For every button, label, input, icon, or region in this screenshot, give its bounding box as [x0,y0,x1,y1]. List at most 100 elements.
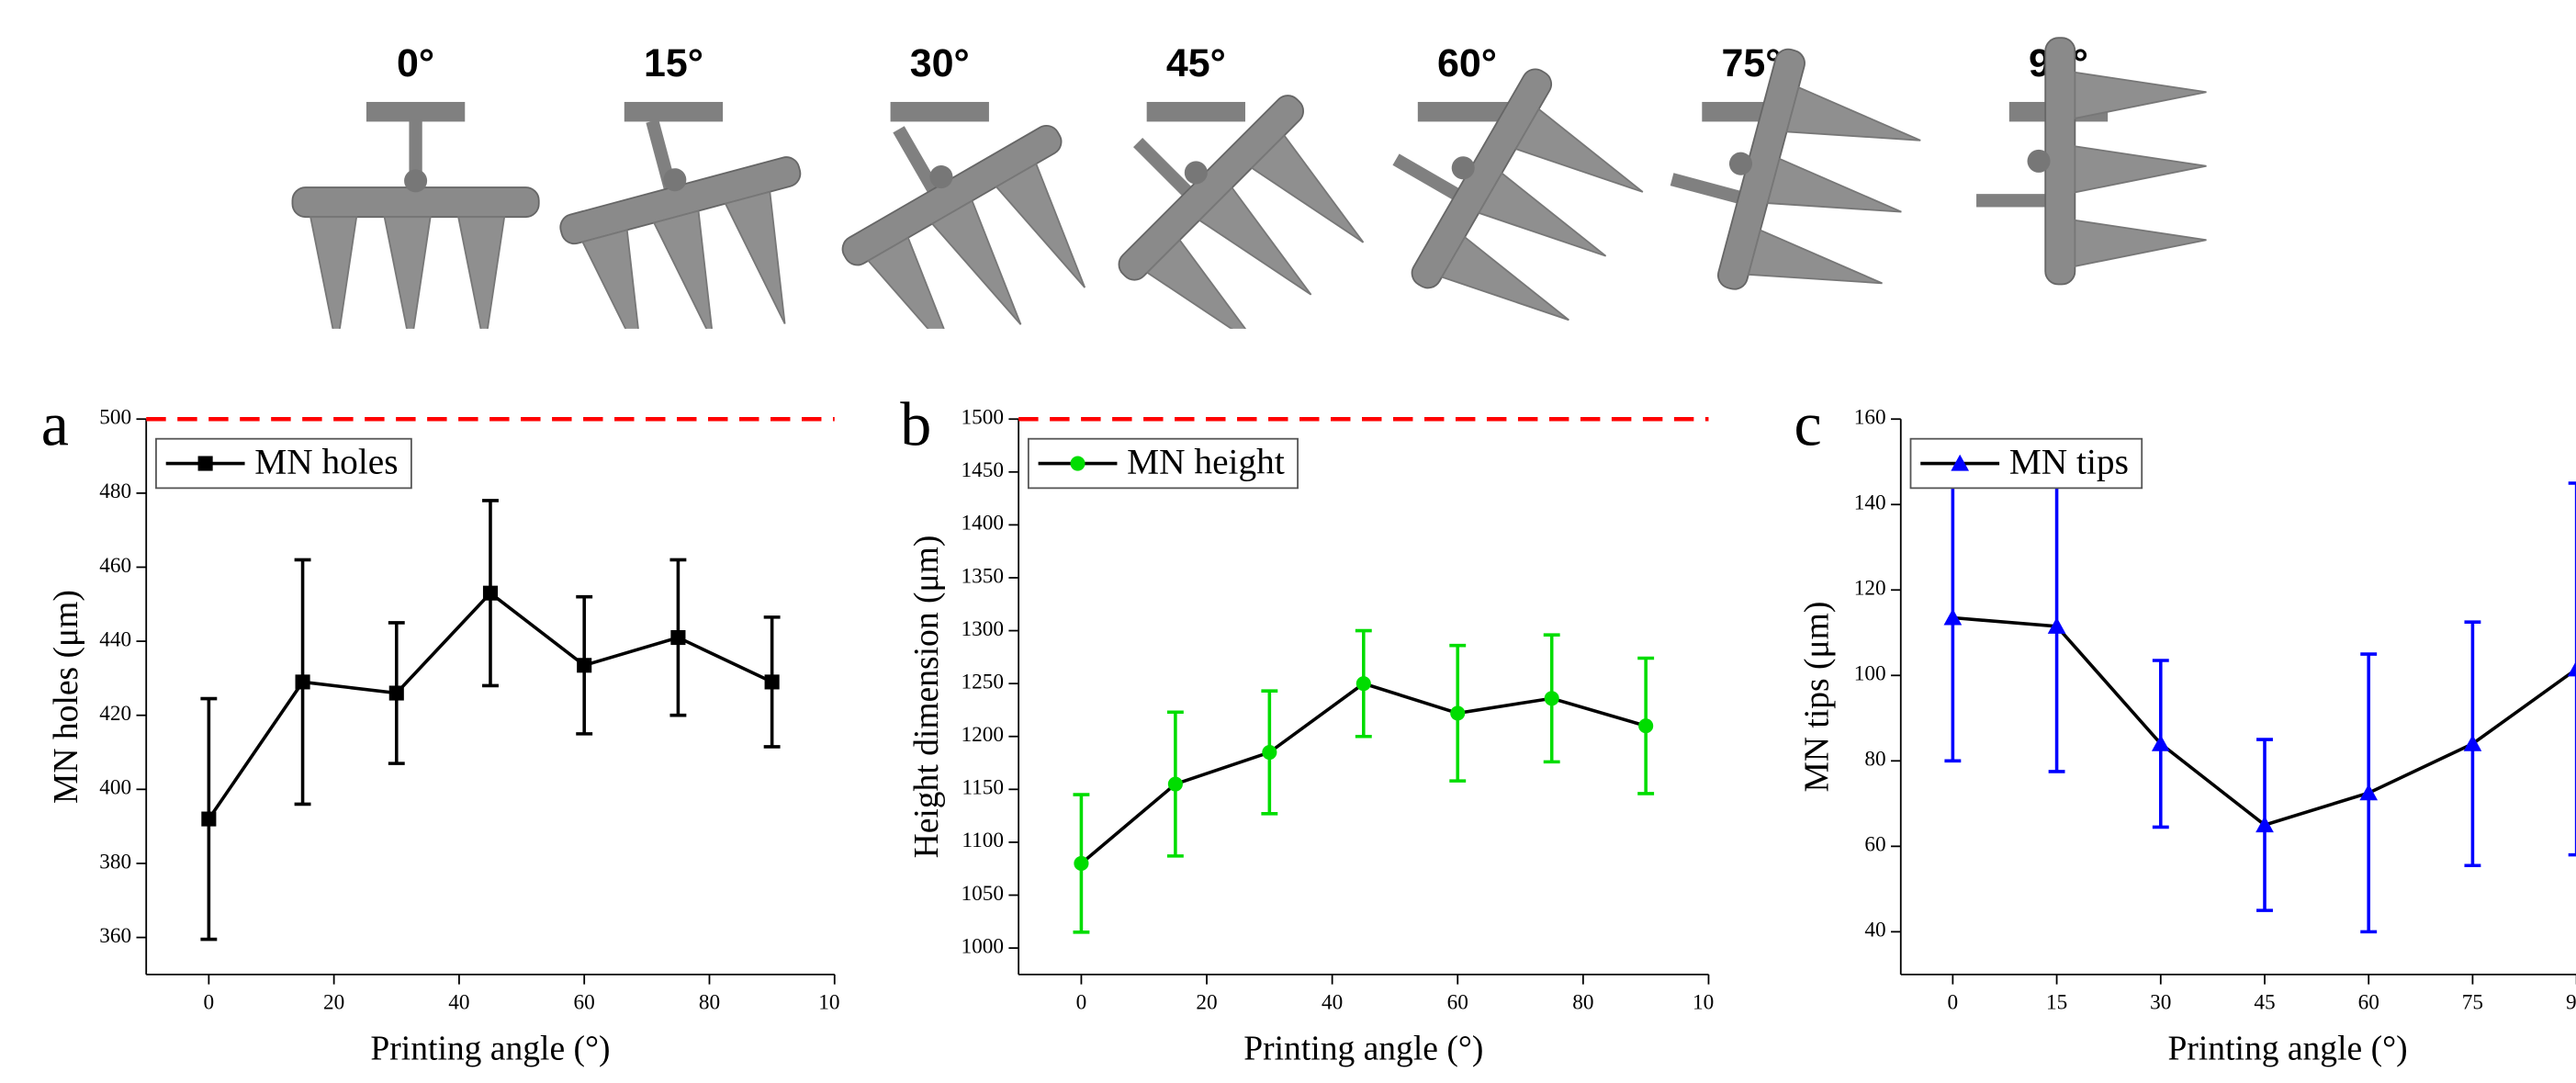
y-tick-label: 480 [99,479,131,503]
y-tick-label: 1100 [962,829,1004,852]
printer-head [291,118,540,329]
mount [1146,101,1245,122]
y-tick-label: 500 [99,406,131,430]
y-tick-label: 420 [99,702,131,726]
needle [309,216,358,329]
x-tick-label: 100 [818,990,850,1014]
marker [2255,816,2274,833]
y-tick-label: 1050 [962,882,1005,906]
marker [2463,734,2482,751]
printer-head [1392,68,1644,322]
panel-label: a [41,389,69,458]
y-tick-label: 100 [1854,662,1886,686]
joint [1451,156,1475,180]
x-tick-label: 80 [1572,990,1593,1014]
needle-array [559,156,802,329]
stem [1392,153,1462,202]
angle-label: 30° [910,41,970,85]
needle-array [291,169,540,329]
mount [624,101,724,122]
needle-array [1118,95,1365,329]
joint [1728,152,1753,175]
panel: c 40 60 80 100 120 140 160 0 15 30 45 60 75 90 Printing… [1794,389,2576,1068]
needle [930,199,1022,325]
joint [404,169,428,193]
marker [1544,691,1559,706]
marker [388,685,404,701]
x-tick-label: 40 [1322,990,1343,1014]
legend-label: MN tips [2009,441,2129,481]
y-tick-label: 1200 [962,723,1005,747]
marker [670,630,686,646]
x-tick-label: 40 [448,990,469,1014]
marker [764,674,780,690]
needle-array [1717,48,1921,290]
y-tick-label: 140 [1854,491,1886,515]
needle [581,229,643,329]
marker [201,811,217,827]
needle [1785,85,1921,141]
needle [1514,107,1644,193]
angle-label: 15° [644,41,703,85]
needle [652,209,714,329]
x-tick-label: 20 [1196,990,1217,1014]
stem [1976,194,2049,208]
y-tick-label: 1250 [962,670,1005,694]
needle [457,216,506,329]
y-tick-label: 400 [99,776,131,800]
angle-label: 45° [1166,41,1226,85]
x-tick-label: 60 [1447,990,1468,1014]
y-tick-label: 360 [99,924,131,948]
x-tick-label: 80 [699,990,720,1014]
y-tick-label: 60 [1864,833,1885,857]
needle [1477,172,1607,257]
needle [2074,145,2207,194]
panel-label: b [900,389,931,458]
y-tick-label: 440 [99,627,131,651]
needle [383,216,432,329]
printer-head [1976,37,2207,286]
needle [2074,219,2207,267]
y-tick-label: 1150 [962,776,1004,800]
panel-label: c [1794,389,1821,458]
y-tick-label: 1300 [962,617,1005,641]
y-axis-label: MN holes (μm) [48,590,85,804]
needle-array [841,125,1086,329]
printer-head [1118,95,1365,329]
y-tick-label: 120 [1854,577,1886,601]
y-tick-label: 160 [1854,406,1886,430]
marker [1943,608,1963,626]
y-tick-label: 460 [99,554,131,578]
x-tick-label: 0 [1076,990,1087,1014]
marker [2567,660,2576,677]
y-tick-label: 80 [1864,748,1885,772]
error-bar [2568,481,2576,857]
panel: b100010501100115012001250130013501400145… [900,389,1725,1068]
joint [2027,149,2051,173]
x-tick-label: 60 [2358,990,2379,1014]
y-tick-label: 1400 [962,512,1005,536]
needle-array [2027,37,2207,286]
marker [1070,456,1086,471]
needle [1250,134,1365,243]
y-tick-label: 1350 [962,564,1005,588]
marker [1262,744,1277,761]
y-tick-label: 1000 [962,934,1005,958]
x-tick-label: 60 [574,990,595,1014]
y-axis-label: MN tips (μm) [1799,602,1837,793]
x-tick-label: 90 [2566,990,2576,1014]
x-tick-label: 100 [1693,990,1725,1014]
needle [1440,235,1569,322]
marker [1355,676,1371,692]
x-tick-label: 15 [2046,990,2067,1014]
y-tick-label: 1450 [962,458,1005,482]
x-tick-label: 75 [2462,990,2483,1014]
marker [482,585,499,601]
x-tick-label: 0 [1948,990,1959,1014]
y-tick-label: 1500 [962,406,1005,430]
printer-head [841,125,1086,329]
y-tick-label: 380 [99,850,131,874]
marker [1638,718,1654,734]
x-axis-label: Printing angle (°) [1243,1031,1483,1068]
marker [2151,734,2170,751]
